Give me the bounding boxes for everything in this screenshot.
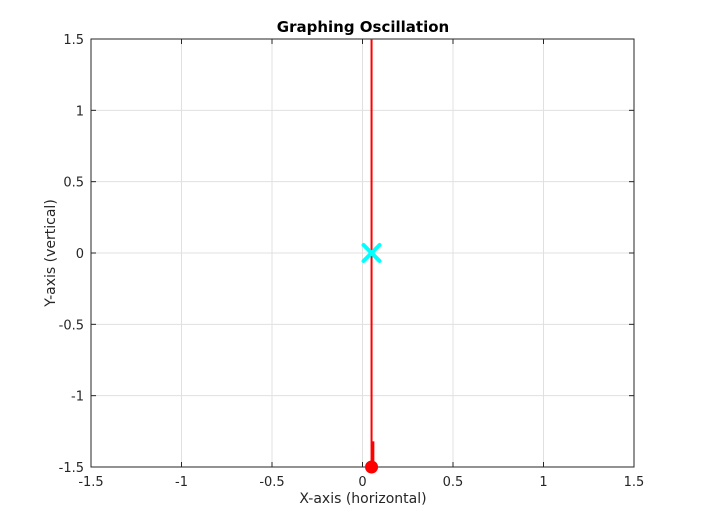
circle-marker <box>365 460 379 474</box>
grid <box>90 38 635 468</box>
x-tick-label: 1.5 <box>624 475 645 490</box>
ticks: -1.5 -1 -0.5 0 0.5 1 1.5 -1.5 -1 -0.5 0 0.5 1 1.5 <box>59 33 645 490</box>
y-tick-label: 1 <box>76 104 84 119</box>
x-marker-stroke <box>361 243 382 263</box>
x-tick-label: -1 <box>175 475 188 490</box>
y-tick-label: 0.5 <box>63 176 84 191</box>
y-tick-label: 1.5 <box>63 33 84 48</box>
x-tick-label: -1.5 <box>78 475 103 490</box>
y-tick-label: -1.5 <box>59 461 84 476</box>
y-tick-label: 0 <box>76 247 84 262</box>
y-axis-label: Y-axis (vertical) <box>43 199 59 308</box>
x-tick-label: 1 <box>539 475 547 490</box>
x-tick-label: 0 <box>358 475 366 490</box>
chart-title: Graphing Oscillation <box>277 18 449 36</box>
series <box>361 39 382 474</box>
y-tick-label: -0.5 <box>59 318 84 333</box>
x-marker <box>361 243 382 263</box>
x-axis-label: X-axis (horizontal) <box>299 491 426 507</box>
x-tick-label: 0.5 <box>443 475 464 490</box>
y-tick-label: -1 <box>71 390 84 405</box>
x-tick-label: -0.5 <box>259 475 284 490</box>
